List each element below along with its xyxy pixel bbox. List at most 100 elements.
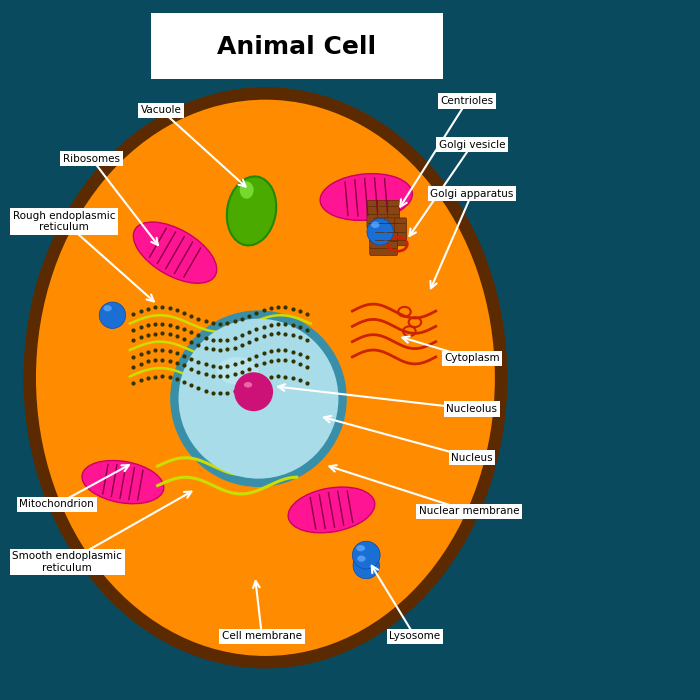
Point [237,366,248,377]
FancyBboxPatch shape [367,200,379,228]
Point [149,318,160,330]
Point [135,305,146,316]
Ellipse shape [36,99,495,656]
Point [280,371,291,382]
Point [244,327,255,338]
Point [222,360,233,372]
Point [207,387,218,398]
Point [172,304,183,316]
Point [287,320,298,331]
Point [127,361,139,372]
Text: Cell membrane: Cell membrane [222,631,302,641]
Ellipse shape [234,372,273,411]
Point [229,369,240,380]
Ellipse shape [320,174,412,220]
Point [178,350,190,361]
Point [135,332,146,343]
Text: Animal Cell: Animal Cell [217,35,377,59]
Point [280,344,291,356]
Point [186,310,197,321]
Point [272,344,284,356]
Text: Golgi vesicle: Golgi vesicle [439,140,505,150]
FancyBboxPatch shape [395,218,407,246]
Point [127,351,139,363]
Point [215,335,226,346]
Point [222,317,233,328]
Point [142,356,153,367]
Point [149,354,160,365]
FancyBboxPatch shape [370,239,398,248]
Point [294,305,305,316]
Point [157,354,168,365]
Point [200,359,211,370]
Point [200,342,211,354]
Point [302,361,313,372]
FancyBboxPatch shape [384,218,396,246]
Point [207,370,218,382]
Point [237,356,248,368]
Point [164,329,175,340]
Point [178,360,190,371]
Point [251,323,262,335]
Point [244,363,255,374]
Point [186,337,197,348]
Point [178,307,190,318]
Point [237,340,248,351]
Point [302,351,313,363]
Text: Nucleus: Nucleus [451,453,493,463]
Point [200,369,211,380]
FancyBboxPatch shape [150,13,442,79]
Point [200,385,211,396]
Point [287,303,298,314]
Point [135,349,146,360]
Text: Vacuole: Vacuole [141,105,181,115]
Point [149,344,160,356]
Point [186,363,197,374]
Text: Ribosomes: Ribosomes [63,154,120,164]
Point [193,313,204,324]
Point [258,330,270,342]
Point [237,383,248,394]
Point [178,323,190,335]
Point [200,316,211,327]
Ellipse shape [170,310,346,487]
Point [157,328,168,339]
Point [287,346,298,357]
Point [207,334,218,345]
Point [135,322,146,333]
Ellipse shape [239,181,253,199]
Point [265,372,276,383]
Text: Lysosome: Lysosome [389,631,440,641]
Point [302,325,313,336]
Point [302,308,313,319]
Ellipse shape [367,218,393,245]
FancyBboxPatch shape [388,200,400,228]
Point [215,344,226,356]
Point [237,330,248,341]
Point [251,350,262,361]
Point [178,333,190,344]
Ellipse shape [356,545,365,552]
Point [272,318,284,329]
FancyBboxPatch shape [370,232,398,241]
Point [186,379,197,391]
Point [258,357,270,368]
Point [207,360,218,372]
Point [222,334,233,345]
Ellipse shape [134,222,217,284]
Text: Mitochondrion: Mitochondrion [20,499,94,510]
Point [178,377,190,388]
Point [157,302,168,313]
Point [229,342,240,354]
Point [258,304,270,316]
Point [251,307,262,318]
Point [164,372,175,383]
Text: Nuclear membrane: Nuclear membrane [419,506,519,517]
Point [127,308,139,319]
Point [265,302,276,314]
Point [193,366,204,377]
Point [272,354,284,365]
Point [127,325,139,336]
Ellipse shape [24,88,508,668]
Point [302,378,313,389]
